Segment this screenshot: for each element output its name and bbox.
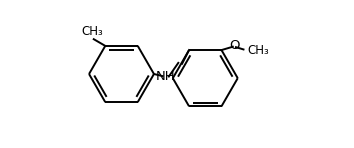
Text: CH₃: CH₃ xyxy=(82,25,104,37)
Text: NH: NH xyxy=(156,70,175,83)
Text: O: O xyxy=(229,39,240,52)
Text: CH₃: CH₃ xyxy=(248,44,269,57)
